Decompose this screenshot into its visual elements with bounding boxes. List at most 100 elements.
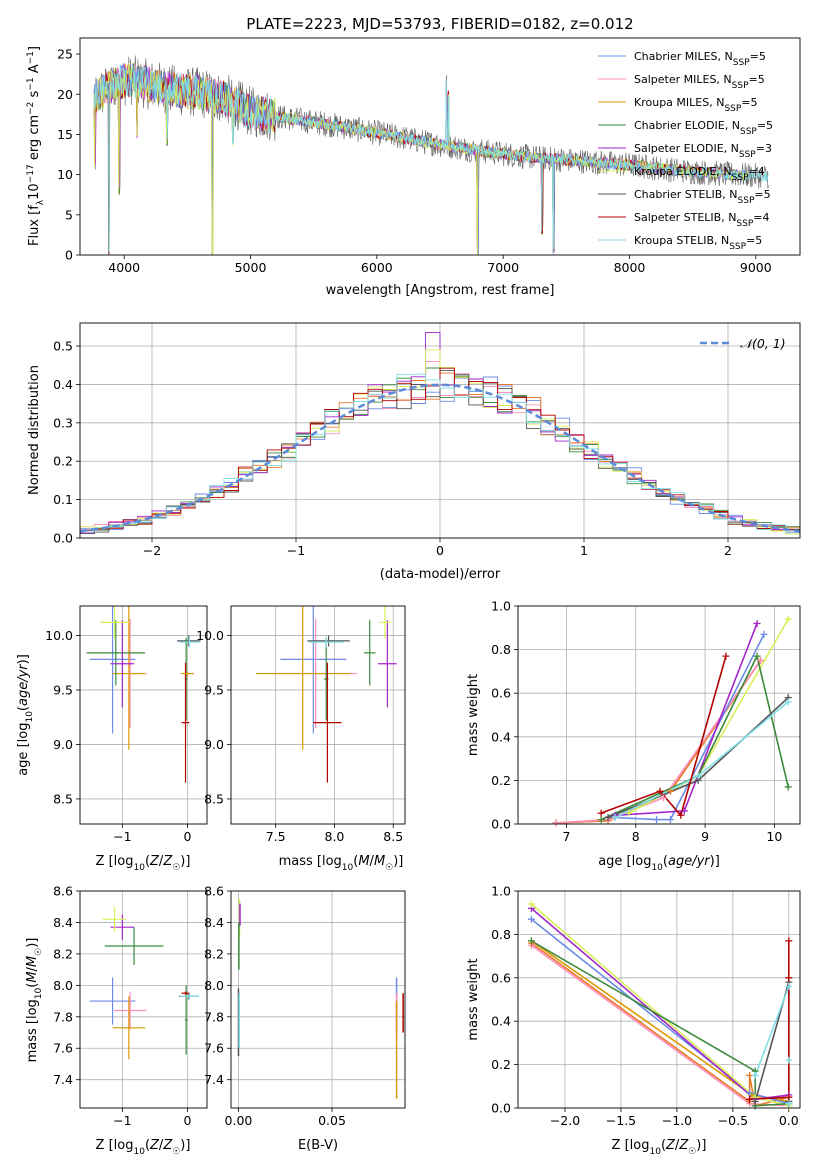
- weight-marker: [611, 813, 619, 821]
- y-tick-label: 8.2: [204, 946, 224, 961]
- y-tick-label: 15: [57, 127, 73, 142]
- label-part: M: [358, 854, 369, 869]
- plot-area: [80, 606, 207, 824]
- label-part: SSP: [724, 104, 741, 114]
- label-part: M: [25, 956, 40, 967]
- label-part: SSP: [729, 242, 746, 252]
- y-tick-label: 8.6: [204, 884, 224, 899]
- x-tick-label: −2: [143, 543, 161, 558]
- label-part: SSP: [732, 173, 749, 183]
- y-tick-label: 8.4: [53, 915, 73, 930]
- plot-residuals: −2 −1 0 1 2 0.0 0.1 0.2 0.3 0.4 0.5 (data-model)/er…: [27, 322, 801, 582]
- weight-marker: [604, 813, 612, 821]
- x-tick-label: 0.05: [318, 1113, 346, 1128]
- label-part: 10: [342, 863, 354, 873]
- label-part: =4: [753, 211, 769, 224]
- weight-series: [556, 660, 762, 824]
- x-axis-label: Z [log10(Z/Z☉)]: [96, 1138, 191, 1157]
- label-part: Z: [149, 854, 160, 869]
- y-tick-label: 8.2: [53, 946, 73, 961]
- x-axis-label: (data-model)/error: [380, 567, 501, 582]
- label-part: Kroupa STELIB, N: [634, 234, 729, 247]
- legend-entry: Salpeter STELIB, NSSP=4: [634, 211, 770, 229]
- histogram-series: [80, 367, 800, 531]
- weight-series: [749, 940, 790, 1101]
- label-part: )]: [180, 1138, 190, 1153]
- y-tick-label: 0.4: [53, 377, 73, 392]
- weight-marker: [760, 630, 768, 638]
- weight-marker: [751, 1097, 759, 1105]
- weight-marker: [597, 809, 605, 817]
- label-part: age/yr: [668, 854, 711, 869]
- label-part: )]: [16, 654, 31, 664]
- x-tick-label: 8.0: [325, 829, 345, 844]
- label-part: Z: [162, 854, 173, 869]
- plot-spectrum: 4000 5000 6000 7000 8000 9000 0 5 10 15 20 25 wavele…: [26, 37, 801, 298]
- x-tick-label: 5000: [235, 260, 267, 275]
- plot-age_vs_Z: −1 08.59.09.510.0Z [log10(Z/Z☉)]age [log1…: [16, 605, 208, 873]
- label-part: (: [353, 854, 358, 869]
- label-part: SSP: [736, 219, 753, 229]
- label-part: Z: [162, 1138, 173, 1153]
- x-tick-label: −1: [113, 1113, 131, 1128]
- label-part: Chabrier MILES, N: [634, 50, 733, 63]
- weight-marker: [784, 698, 792, 706]
- label-part: =3: [756, 142, 772, 155]
- y-tick-label: 9.5: [53, 682, 73, 697]
- legend-entry: Chabrier ELODIE, NSSP=5: [634, 119, 773, 137]
- y-tick-label: 10.0: [45, 628, 73, 643]
- x-tick-label: 7000: [487, 260, 519, 275]
- label-part: Chabrier STELIB, N: [634, 188, 738, 201]
- label-part: Z: [665, 1138, 676, 1153]
- weight-series: [614, 623, 758, 817]
- label-part: )]: [180, 854, 190, 869]
- y-tick-label: 1.0: [491, 884, 511, 899]
- y-tick-label: 7.4: [53, 1072, 73, 1087]
- label-part: (: [661, 1138, 666, 1153]
- label-part: −2: [26, 102, 36, 115]
- weight-marker: [527, 900, 535, 908]
- label-part: Salpeter MILES, N: [634, 73, 732, 86]
- y-tick-label: 0.8: [491, 927, 511, 942]
- weight-series: [607, 697, 789, 819]
- label-part: (: [16, 706, 31, 711]
- weight-marker: [785, 982, 793, 990]
- label-part: Z [log: [96, 1138, 134, 1153]
- plot-mass_vs_EBV: 0.00 0.05 7.4 7.6 7.8 8.0 8.2 8.4 8.6 E(B-V): [204, 884, 406, 1153]
- label-part: Salpeter STELIB, N: [634, 211, 736, 224]
- label-part: λ: [36, 199, 46, 205]
- weight-marker: [666, 787, 674, 795]
- y-tick-label: 7.8: [204, 1009, 224, 1024]
- y-tick-label: 8.4: [204, 915, 224, 930]
- y-tick-label: 0.0: [53, 531, 73, 546]
- label-part: =5: [741, 96, 757, 109]
- label-part: ☉: [172, 1147, 180, 1157]
- label-part: 10: [133, 1147, 145, 1157]
- label-part: M: [374, 854, 385, 869]
- y-axis-label: mass weight: [466, 674, 481, 756]
- y-tick-label: 9.0: [53, 737, 73, 752]
- weight-marker: [785, 1056, 793, 1064]
- label-part: Z: [678, 1138, 689, 1153]
- x-axis-label: age [log10(age/yr)]: [598, 854, 720, 873]
- weight-marker: [527, 915, 535, 923]
- spectrum-series: [93, 64, 769, 255]
- weight-marker: [666, 816, 674, 824]
- y-tick-label: 0: [65, 248, 73, 263]
- y-tick-label: 0.2: [53, 454, 73, 469]
- label-part: ☉: [172, 863, 180, 873]
- x-tick-label: 0: [183, 1113, 191, 1128]
- x-tick-label: 1: [580, 543, 588, 558]
- weight-marker: [625, 809, 633, 817]
- x-tick-label: −0.5: [718, 1113, 748, 1128]
- label-part: =5: [746, 234, 762, 247]
- y-tick-label: 1.0: [491, 599, 511, 614]
- weight-marker: [552, 819, 560, 827]
- plot-area: [80, 323, 800, 538]
- label-part: 10: [649, 1147, 661, 1157]
- weight-marker: [753, 619, 761, 627]
- label-part: =5: [754, 188, 770, 201]
- label-part: −17: [26, 164, 36, 183]
- label-part: ]: [27, 46, 42, 51]
